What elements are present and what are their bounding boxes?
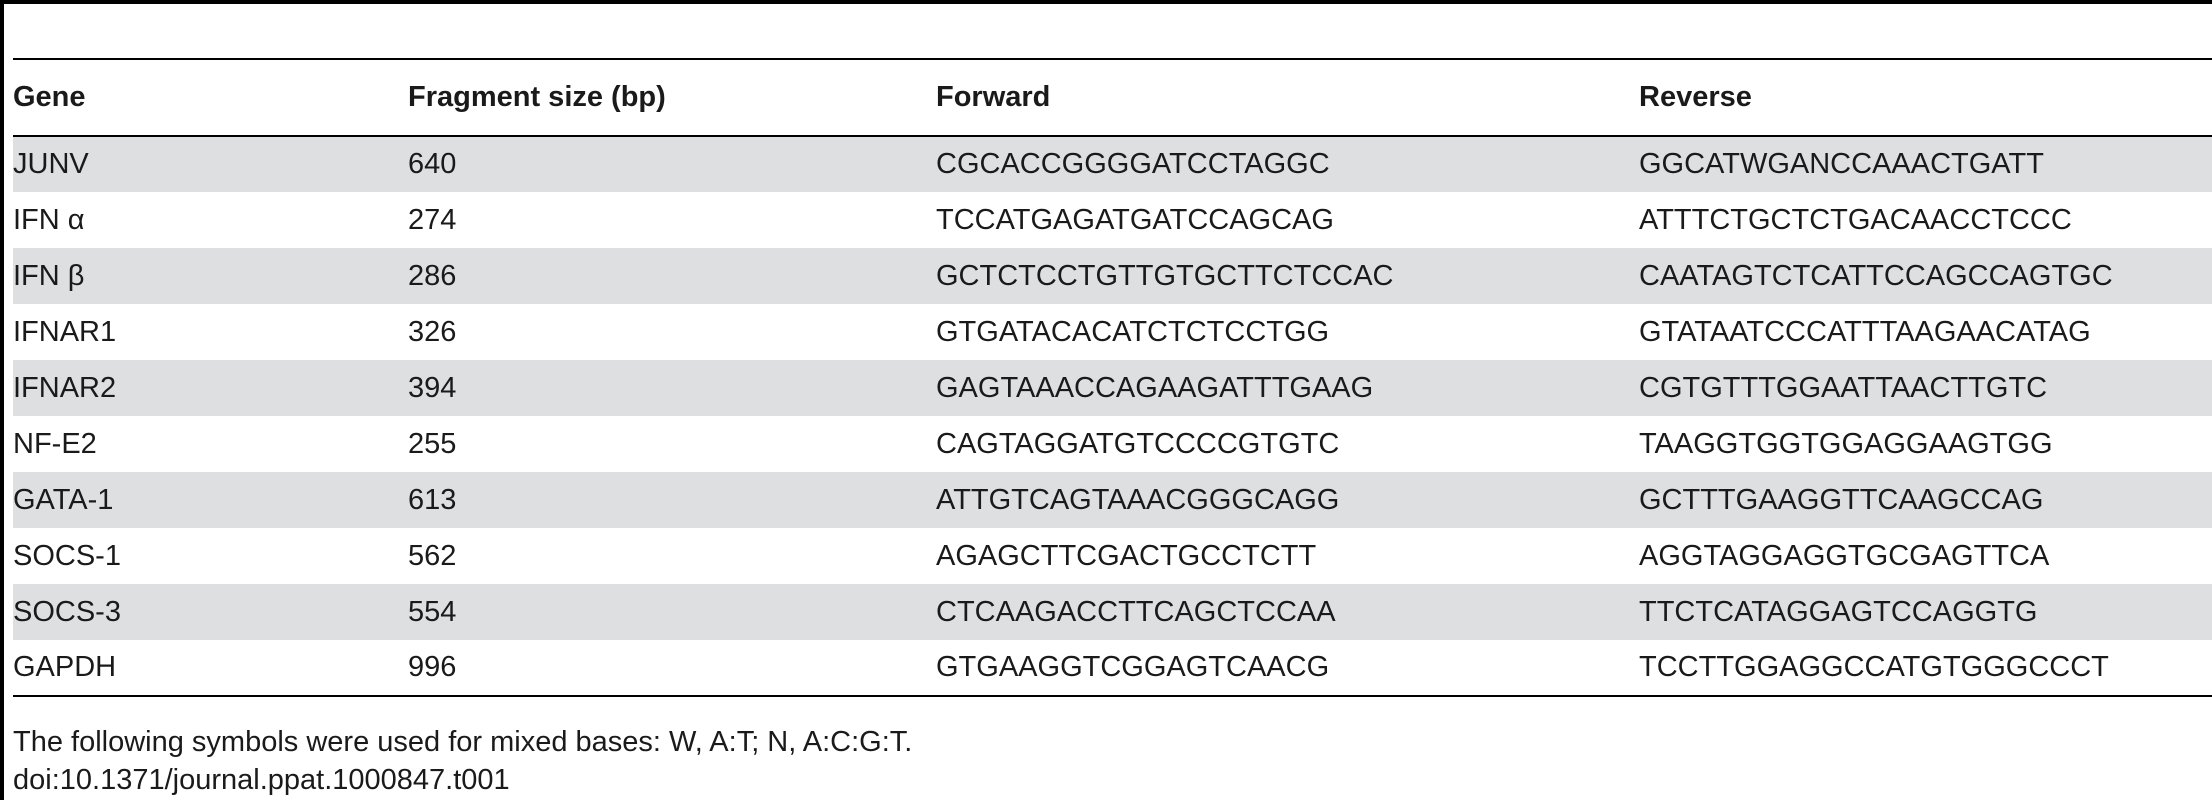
- column-header-gene: Gene: [13, 58, 408, 137]
- table-header: Gene Fragment size (bp) Forward Reverse: [13, 58, 2212, 137]
- table-row: IFN α 274 TCCATGAGATGATCCAGCAG ATTTCTGCT…: [13, 192, 2212, 248]
- cell-gene: NF-E2: [13, 427, 97, 460]
- primer-table-container: Gene Fragment size (bp) Forward Reverse …: [13, 58, 2212, 697]
- mixed-bases-footnote: The following symbols were used for mixe…: [13, 726, 913, 758]
- cell-fragment-size: 274: [408, 203, 457, 236]
- cell-reverse-primer: GCTTTGAAGGTTCAAGCCAG: [1639, 472, 2212, 528]
- cell-gene: IFNAR1: [13, 315, 117, 348]
- cell-forward-primer: CGCACCGGGGATCCTAGGC: [936, 136, 1639, 192]
- cell-fragment-size: 394: [408, 360, 936, 416]
- cell-forward-primer: TCCATGAGATGATCCAGCAG: [936, 203, 1334, 236]
- cell-reverse-primer: TTCTCATAGGAGTCCAGGTG: [1639, 584, 2212, 640]
- cell-gene: GAPDH: [13, 640, 408, 697]
- cell-fragment-size: 286: [408, 248, 936, 304]
- cell-reverse-primer: ATTTCTGCTCTGACAACCTCCC: [1639, 203, 2072, 236]
- cell-fragment-size: 640: [408, 136, 936, 192]
- cell-reverse-primer: TCCTTGGAGGCCATGTGGGCCCT: [1639, 640, 2212, 697]
- cell-forward-primer: GCTCTCCTGTTGTGCTTCTCCAC: [936, 248, 1639, 304]
- column-header-fragment-size: Fragment size (bp): [408, 58, 936, 137]
- cell-gene: SOCS-1: [13, 539, 121, 572]
- cell-forward-primer: GAGTAAACCAGAAGATTTGAAG: [936, 360, 1639, 416]
- cell-fragment-size: 326: [408, 315, 457, 348]
- cell-fragment-size: 554: [408, 584, 936, 640]
- table-row: IFN β 286 GCTCTCCTGTTGTGCTTCTCCAC CAATAG…: [13, 248, 2212, 304]
- table-row: SOCS-1 562 AGAGCTTCGACTGCCTCTT AGGTAGGAG…: [13, 528, 2212, 584]
- cell-gene: GATA-1: [13, 472, 408, 528]
- cell-reverse-primer: GTATAATCCCATTTAAGAACATAG: [1639, 315, 2091, 348]
- cell-fragment-size: 996: [408, 640, 936, 697]
- table-row: GATA-1 613 ATTGTCAGTAAACGGGCAGG GCTTTGAA…: [13, 472, 2212, 528]
- cell-reverse-primer: AGGTAGGAGGTGCGAGTTCA: [1639, 539, 2050, 572]
- cell-forward-primer: ATTGTCAGTAAACGGGCAGG: [936, 472, 1639, 528]
- table-row: SOCS-3 554 CTCAAGACCTTCAGCTCCAA TTCTCATA…: [13, 584, 2212, 640]
- cell-forward-primer: GTGAAGGTCGGAGTCAACG: [936, 640, 1639, 697]
- primer-table: Gene Fragment size (bp) Forward Reverse …: [13, 58, 2212, 697]
- cell-gene: IFN β: [13, 248, 408, 304]
- column-header-reverse: Reverse: [1639, 58, 2212, 137]
- cell-gene: IFNAR2: [13, 360, 408, 416]
- table-row: GAPDH 996 GTGAAGGTCGGAGTCAACG TCCTTGGAGG…: [13, 640, 2212, 697]
- cell-forward-primer: AGAGCTTCGACTGCCTCTT: [936, 539, 1317, 572]
- table-row: JUNV 640 CGCACCGGGGATCCTAGGC GGCATWGANCC…: [13, 136, 2212, 192]
- cell-fragment-size: 255: [408, 427, 457, 460]
- cell-fragment-size: 562: [408, 539, 457, 572]
- cell-reverse-primer: GGCATWGANCCAAACTGATT: [1639, 136, 2212, 192]
- cell-gene: IFN α: [13, 203, 85, 236]
- cell-fragment-size: 613: [408, 472, 936, 528]
- top-border-rule: [0, 0, 2212, 4]
- cell-forward-primer: CAGTAGGATGTCCCCGTGTC: [936, 427, 1340, 460]
- header-row: Gene Fragment size (bp) Forward Reverse: [13, 58, 2212, 137]
- table-row: IFNAR2 394 GAGTAAACCAGAAGATTTGAAG CGTGTT…: [13, 360, 2212, 416]
- table-body: JUNV 640 CGCACCGGGGATCCTAGGC GGCATWGANCC…: [13, 136, 2212, 697]
- cell-reverse-primer: CAATAGTCTCATTCCAGCCAGTGC: [1639, 248, 2212, 304]
- left-border-rule: [0, 0, 4, 800]
- table-row: NF-E2 255 CAGTAGGATGTCCCCGTGTC TAAGGTGGT…: [13, 416, 2212, 472]
- doi-citation: doi:10.1371/journal.ppat.1000847.t001: [13, 764, 510, 796]
- column-header-forward: Forward: [936, 58, 1639, 137]
- table-row: IFNAR1 326 GTGATACACATCTCTCCTGG GTATAATC…: [13, 304, 2212, 360]
- cell-gene: JUNV: [13, 136, 408, 192]
- table-footnotes: The following symbols were used for mixe…: [13, 723, 912, 799]
- cell-forward-primer: GTGATACACATCTCTCCTGG: [936, 315, 1330, 348]
- cell-gene: SOCS-3: [13, 584, 408, 640]
- cell-reverse-primer: TAAGGTGGTGGAGGAAGTGG: [1639, 427, 2053, 460]
- cell-reverse-primer: CGTGTTTGGAATTAACTTGTC: [1639, 360, 2212, 416]
- cell-forward-primer: CTCAAGACCTTCAGCTCCAA: [936, 584, 1639, 640]
